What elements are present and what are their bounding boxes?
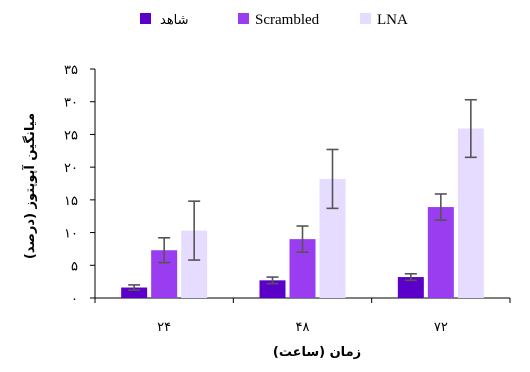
bar-Scrambled-۷۲ bbox=[427, 207, 454, 298]
legend-label: LNA bbox=[377, 12, 408, 28]
bar-شاهد-۴۸ bbox=[259, 280, 286, 298]
y-tick-label: ۳۵ bbox=[64, 63, 78, 78]
y-tick-label: ۱۰ bbox=[64, 227, 78, 242]
bar-شاهد-۲۴ bbox=[121, 287, 148, 298]
x-axis-title: زمان (ساعت) bbox=[273, 345, 361, 360]
y-tick-label: ۲۵ bbox=[64, 128, 78, 143]
y-tick-label: ۰ bbox=[71, 292, 78, 307]
x-tick-label: ۲۴ bbox=[157, 320, 171, 335]
bar-شاهد-۷۲ bbox=[397, 277, 424, 298]
y-tick-label: ۵ bbox=[71, 259, 78, 274]
legend: شاهد Scrambled LNA bbox=[140, 12, 408, 28]
plot-area: ۰ ۵ ۱۰ ۱۵ ۲۰ ۲۵ ۳۰ ۳۵ ۲۴ ۴۸ ۷۲ bbox=[64, 63, 511, 335]
x-tick-label: ۷۲ bbox=[434, 320, 448, 335]
x-tick-label: ۴۸ bbox=[296, 320, 310, 335]
y-tick-label: ۳۰ bbox=[64, 96, 78, 111]
legend-swatch bbox=[360, 13, 371, 24]
y-tick-label: ۲۰ bbox=[64, 161, 78, 176]
y-axis-title: میانگین آپوپتوز (درصد) bbox=[21, 113, 38, 259]
legend-swatch bbox=[140, 13, 151, 24]
y-tick-label: ۱۵ bbox=[64, 194, 78, 209]
legend-swatch bbox=[238, 13, 249, 24]
legend-label: Scrambled bbox=[255, 12, 320, 28]
legend-label: شاهد bbox=[160, 13, 189, 28]
